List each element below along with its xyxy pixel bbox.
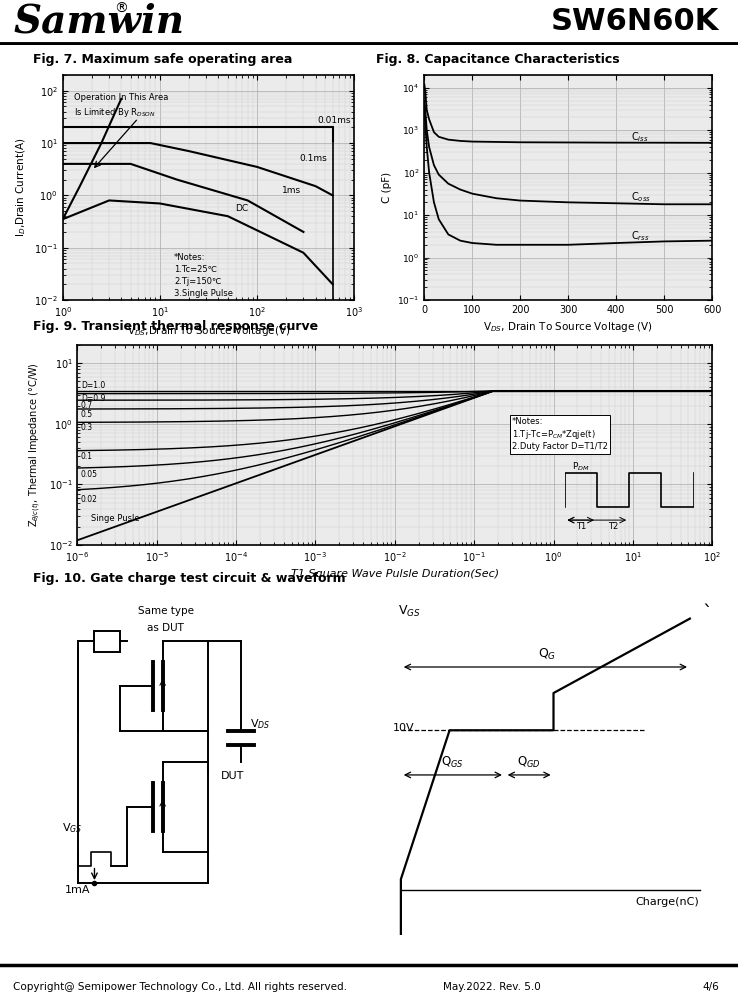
Text: Samwin: Samwin bbox=[13, 3, 184, 41]
Text: 1ms: 1ms bbox=[282, 186, 301, 195]
Text: D=0.9: D=0.9 bbox=[80, 394, 105, 403]
X-axis label: T1,Square Wave Pulsle Duration(Sec): T1,Square Wave Pulsle Duration(Sec) bbox=[291, 569, 499, 579]
X-axis label: V$_{DS}$, Drain To Source Voltage (V): V$_{DS}$, Drain To Source Voltage (V) bbox=[483, 320, 653, 334]
Text: *Notes:
1.Tc=25℃
2.Tj=150℃
3.Single Pulse: *Notes: 1.Tc=25℃ 2.Tj=150℃ 3.Single Puls… bbox=[174, 253, 233, 298]
Text: DUT: DUT bbox=[221, 771, 244, 781]
Text: 0.02: 0.02 bbox=[80, 495, 97, 504]
Text: 0.3: 0.3 bbox=[80, 423, 93, 432]
Text: *Notes:
1.Tj-Tc=P$_{CM}$*Zqje(t)
2.Duty Factor D=T1/T2: *Notes: 1.Tj-Tc=P$_{CM}$*Zqje(t) 2.Duty … bbox=[512, 417, 608, 451]
Text: as DUT: as DUT bbox=[148, 623, 184, 633]
Text: 0.5: 0.5 bbox=[80, 410, 93, 419]
Text: Singe Pusle: Singe Pusle bbox=[92, 514, 140, 523]
Text: 0.01ms: 0.01ms bbox=[317, 116, 351, 125]
Y-axis label: Z$_{θjc(t)}$, Thermal Impedance (°C/W): Z$_{θjc(t)}$, Thermal Impedance (°C/W) bbox=[28, 363, 44, 527]
Text: V$_{GS}$: V$_{GS}$ bbox=[398, 604, 421, 619]
Text: 0.1ms: 0.1ms bbox=[299, 154, 327, 163]
Bar bbox=[94, 631, 120, 652]
Text: DC: DC bbox=[235, 204, 249, 213]
Text: 0.1: 0.1 bbox=[80, 452, 93, 461]
X-axis label: V$_{DS}$,Drain To Source Voltage(V): V$_{DS}$,Drain To Source Voltage(V) bbox=[127, 324, 290, 338]
Text: Fig. 8. Capacitance Characteristics: Fig. 8. Capacitance Characteristics bbox=[376, 53, 620, 66]
Text: 10V: 10V bbox=[393, 723, 415, 733]
Text: C$_{rss}$: C$_{rss}$ bbox=[630, 229, 649, 243]
Text: May.2022. Rev. 5.0: May.2022. Rev. 5.0 bbox=[443, 982, 540, 992]
Text: 0.05: 0.05 bbox=[80, 470, 97, 479]
Text: D=1.0: D=1.0 bbox=[80, 381, 105, 390]
Text: Q$_{GS}$: Q$_{GS}$ bbox=[441, 755, 464, 770]
Text: SW6N60K: SW6N60K bbox=[551, 7, 720, 36]
Y-axis label: C (pF): C (pF) bbox=[382, 172, 392, 203]
Text: Fig. 7. Maximum safe operating area: Fig. 7. Maximum safe operating area bbox=[33, 53, 292, 66]
Text: P$_{DM}$: P$_{DM}$ bbox=[572, 460, 590, 473]
Text: C$_{iss}$: C$_{iss}$ bbox=[630, 130, 649, 144]
Text: T1: T1 bbox=[576, 522, 586, 531]
Text: Q$_{GD}$: Q$_{GD}$ bbox=[517, 755, 541, 770]
Text: Copyright@ Semipower Technology Co., Ltd. All rights reserved.: Copyright@ Semipower Technology Co., Ltd… bbox=[13, 982, 348, 992]
Text: ®: ® bbox=[114, 2, 128, 16]
Text: 4/6: 4/6 bbox=[703, 982, 720, 992]
Y-axis label: I$_D$,Drain Current(A): I$_D$,Drain Current(A) bbox=[15, 138, 29, 237]
Text: 1mA: 1mA bbox=[65, 885, 91, 895]
Text: Q$_G$: Q$_G$ bbox=[538, 647, 556, 662]
Text: V$_{DS}$: V$_{DS}$ bbox=[250, 718, 271, 731]
Text: V$_{GS}$: V$_{GS}$ bbox=[62, 821, 83, 835]
Text: 0.7: 0.7 bbox=[80, 401, 93, 410]
Text: C$_{oss}$: C$_{oss}$ bbox=[630, 191, 651, 204]
Text: T2: T2 bbox=[608, 522, 618, 531]
Text: `: ` bbox=[703, 604, 713, 623]
Text: Fig. 9. Transient thermal response curve: Fig. 9. Transient thermal response curve bbox=[33, 320, 318, 333]
Text: Operation In This Area
Is Limited By R$_{DSON}$: Operation In This Area Is Limited By R$_… bbox=[74, 93, 168, 119]
Text: Charge(nC): Charge(nC) bbox=[636, 897, 700, 907]
Text: Same type: Same type bbox=[138, 606, 194, 616]
Text: Fig. 10. Gate charge test circuit & waveform: Fig. 10. Gate charge test circuit & wave… bbox=[33, 572, 346, 585]
